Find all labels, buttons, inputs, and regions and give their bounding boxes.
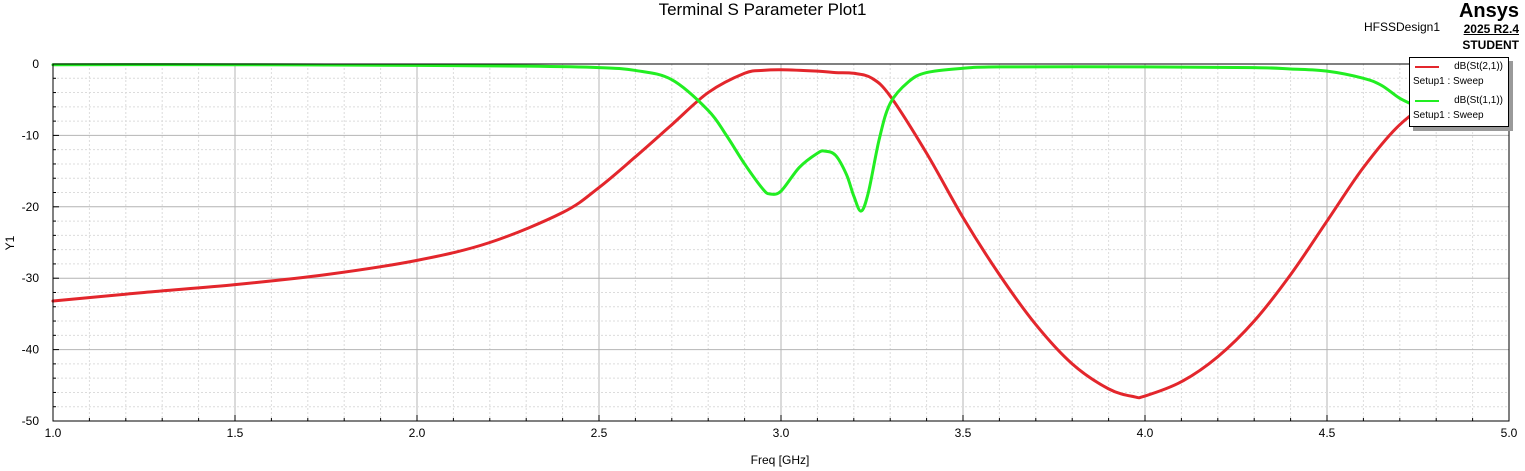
legend-source-s21: Setup1 : Sweep [1413,76,1484,87]
y-tick-label: -40 [22,343,40,357]
y-tick-labels: 0 -10 -20 -30 -40 -50 [22,57,40,428]
x-tick-label: 3.5 [955,426,972,440]
brand-block: Ansys 2025 R2.4 STUDENT [1459,1,1519,51]
legend-name-s11: dB(St(1,1)) [1454,95,1503,106]
brand-name: Ansys [1458,0,1519,22]
x-tick-label: 5.0 [1501,426,1518,440]
plot-frame [52,63,1510,422]
series-line-s21[interactable] [51,68,1511,400]
y-tick-label: -30 [22,271,40,285]
plot-border [52,63,1510,422]
x-tick-label: 1.0 [45,426,62,440]
y-axis-label: Y1 [3,235,17,250]
series-line-s11[interactable] [51,63,1420,213]
x-tick-label: 2.5 [591,426,608,440]
legend-swatch-s11 [1415,100,1439,102]
x-tick-labels: 1.0 1.5 2.0 2.5 3.0 3.5 4.0 4.5 5.0 [45,426,1518,440]
chart-title: Terminal S Parameter Plot1 [658,0,867,19]
legend-entry-s11[interactable]: dB(St(1,1)) Setup1 : Sweep [1410,92,1508,126]
x-tick-label: 3.0 [773,426,790,440]
license-label: STUDENT [1462,37,1519,52]
x-tick-label: 4.0 [1137,426,1154,440]
legend-entry-s21[interactable]: dB(St(2,1)) Setup1 : Sweep [1410,58,1508,92]
x-tick-label: 4.5 [1319,426,1336,440]
x-tick-label: 2.0 [409,426,426,440]
grid-lines [52,63,1510,422]
legend-source-s11: Setup1 : Sweep [1413,110,1484,121]
x-axis-label: Freq [GHz] [751,453,810,467]
y-tick-label: -50 [22,414,40,428]
legend[interactable]: dB(St(2,1)) Setup1 : Sweep dB(St(1,1)) S… [1409,57,1509,127]
version-label: 2025 R2.4 [1463,22,1519,36]
y-tick-label: 0 [32,57,39,71]
y-tick-label: -20 [22,200,40,214]
series-lines [51,63,1511,400]
legend-name-s21: dB(St(2,1)) [1454,61,1503,72]
legend-swatch-s21 [1415,66,1439,68]
x-tick-label: 1.5 [227,426,244,440]
design-name: HFSSDesign1 [1363,20,1440,34]
y-tick-label: -10 [22,128,40,142]
